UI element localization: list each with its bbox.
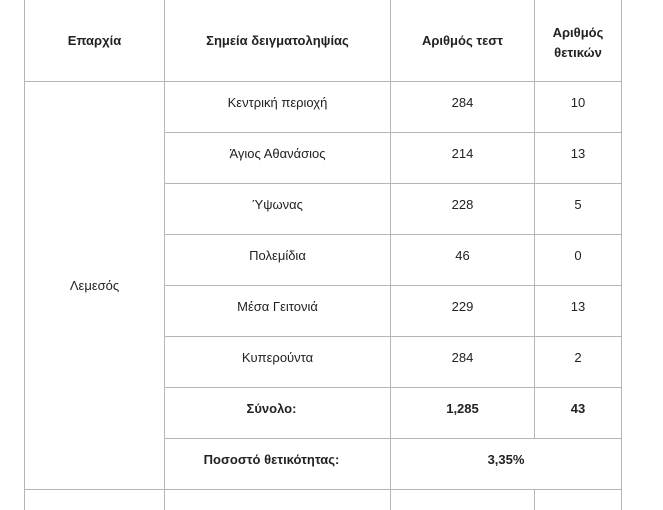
table-row: Πολεμίδια 46 0	[25, 234, 622, 286]
site-cell: Πολεμίδια	[164, 234, 391, 286]
empty-cell	[164, 489, 391, 510]
header-positives-line2: θετικών	[554, 45, 602, 60]
table-row-partial	[24, 489, 622, 510]
tests-cell: 214	[390, 132, 535, 184]
table-row: Ύψωνας 228 5	[25, 183, 622, 235]
tests-cell: 228	[390, 183, 535, 235]
site-cell: Μέσα Γειτονιά	[164, 285, 391, 337]
positives-cell: 13	[534, 285, 622, 337]
empty-cell	[534, 489, 622, 510]
total-tests: 1,285	[390, 387, 535, 439]
positives-cell: 10	[534, 81, 622, 133]
positivity-row: Ποσοστό θετικότητας: 3,35%	[25, 438, 622, 490]
tests-cell: 229	[390, 285, 535, 337]
empty-cell	[390, 489, 535, 510]
header-positives: Αριθμός θετικών	[534, 0, 622, 82]
site-cell: Ύψωνας	[164, 183, 391, 235]
header-province: Επαρχία	[24, 0, 165, 82]
positives-cell: 5	[534, 183, 622, 235]
positives-cell: 2	[534, 336, 622, 388]
tests-cell: 284	[390, 336, 535, 388]
table-row: Λεμεσός Κεντρική περιοχή 284 10	[24, 81, 622, 490]
total-row: Σύνολο: 1,285 43	[25, 387, 622, 439]
total-positives: 43	[534, 387, 622, 439]
positivity-label: Ποσοστό θετικότητας:	[164, 438, 391, 490]
site-cell: Κυπερούντα	[164, 336, 391, 388]
header-tests: Αριθμός τεστ	[390, 0, 535, 82]
positives-cell: 13	[534, 132, 622, 184]
province-cell: Λεμεσός	[24, 81, 165, 490]
site-cell: Άγιος Αθανάσιος	[164, 132, 391, 184]
site-cell: Κεντρική περιοχή	[164, 81, 391, 133]
tests-cell: 46	[390, 234, 535, 286]
total-label: Σύνολο:	[164, 387, 391, 439]
table-row: Μέσα Γειτονιά 229 13	[25, 285, 622, 337]
header-positives-line1: Αριθμός	[552, 25, 604, 40]
results-table: Επαρχία Σημεία δειγματοληψίας Αριθμός τε…	[24, 0, 622, 510]
empty-cell	[24, 489, 165, 510]
table-row: Άγιος Αθανάσιος 214 13	[25, 132, 622, 184]
header-site: Σημεία δειγματοληψίας	[164, 0, 391, 82]
positivity-value: 3,35%	[390, 438, 622, 490]
positives-cell: 0	[534, 234, 622, 286]
tests-cell: 284	[390, 81, 535, 133]
header-row: Επαρχία Σημεία δειγματοληψίας Αριθμός τε…	[24, 0, 622, 82]
